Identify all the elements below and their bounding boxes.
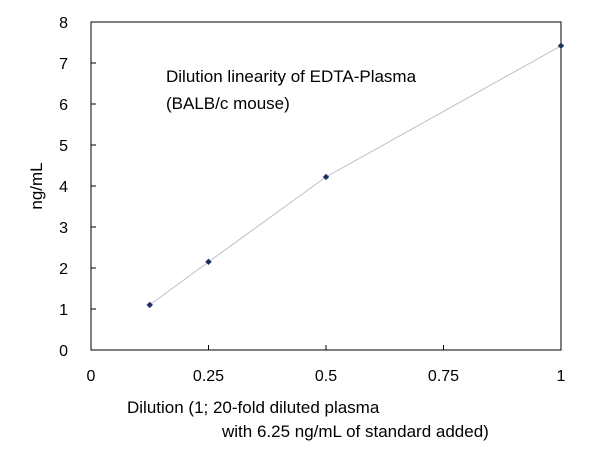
x-tick-label: 0.75: [428, 368, 459, 385]
y-tick-label: 7: [59, 56, 68, 73]
x-axis-title-line-2: with 6.25 ng/mL of standard added): [221, 422, 489, 441]
annotation-line-1: Dilution linearity of EDTA-Plasma: [166, 67, 417, 86]
data-point: [557, 42, 565, 49]
data-point: [146, 301, 153, 309]
y-tick-label: 2: [59, 261, 68, 278]
x-axis-title-line-1: Dilution (1; 20-fold diluted plasma: [127, 398, 380, 417]
x-tick-label: 1: [557, 368, 566, 385]
x-tick-label: 0: [87, 368, 96, 385]
x-tick-label: 0.25: [193, 368, 224, 385]
annotation-line-2: (BALB/c mouse): [166, 94, 290, 113]
y-axis-ticks: 0 1 2 3 4 5 6 7 8: [59, 15, 96, 360]
data-point: [322, 173, 330, 181]
y-axis-title: ng/mL: [27, 162, 46, 209]
series-line: [149, 45, 562, 306]
series-layer: [146, 42, 565, 309]
y-tick-label: 6: [59, 97, 68, 114]
data-point: [205, 258, 212, 266]
x-axis-ticks: 0 0.25 0.5 0.75 1: [87, 345, 566, 385]
y-tick-label: 1: [59, 302, 68, 319]
y-tick-label: 0: [59, 343, 68, 360]
y-tick-label: 3: [59, 220, 68, 237]
x-tick-label: 0.5: [315, 368, 337, 385]
y-tick-label: 8: [59, 15, 68, 32]
y-tick-label: 5: [59, 138, 68, 155]
y-tick-label: 4: [59, 179, 68, 196]
